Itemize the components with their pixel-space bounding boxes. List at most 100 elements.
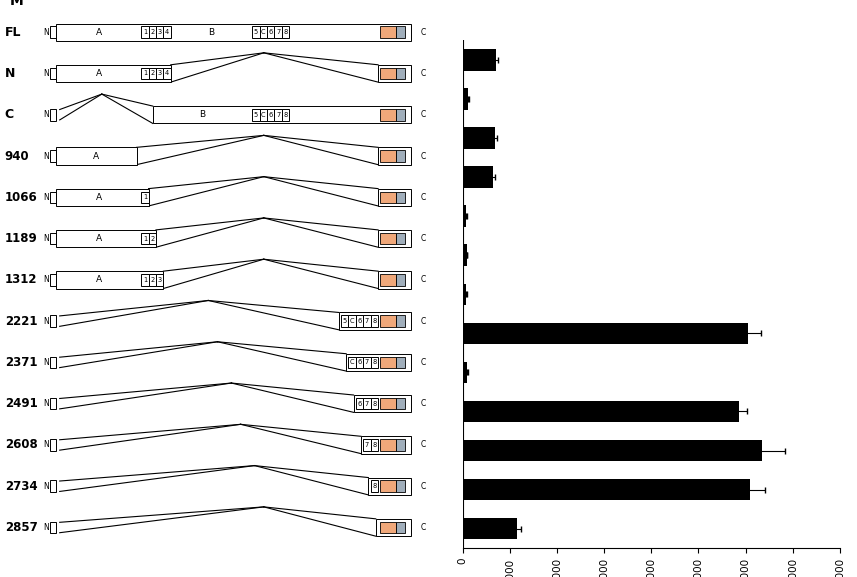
Text: N: N <box>44 523 49 532</box>
Text: N: N <box>44 234 49 243</box>
Text: M: M <box>9 0 23 8</box>
Text: N: N <box>44 440 49 449</box>
Text: 8: 8 <box>372 400 376 407</box>
Text: N: N <box>44 69 49 78</box>
Bar <box>378 271 411 288</box>
Bar <box>274 109 282 121</box>
Text: 7: 7 <box>276 112 280 118</box>
Bar <box>371 481 378 492</box>
Text: C: C <box>421 523 426 532</box>
Bar <box>371 316 378 327</box>
Bar <box>405 522 411 533</box>
Bar <box>463 400 739 422</box>
Text: N: N <box>44 317 49 325</box>
Bar <box>375 519 411 536</box>
Text: 8: 8 <box>284 112 288 118</box>
Bar <box>56 230 156 247</box>
Bar <box>405 274 411 286</box>
Bar <box>405 316 411 327</box>
Bar <box>56 24 411 41</box>
Text: 6: 6 <box>357 400 362 407</box>
Bar <box>405 68 411 79</box>
Text: 4: 4 <box>165 29 169 35</box>
Bar <box>463 283 466 305</box>
Text: C: C <box>261 29 266 35</box>
Bar <box>50 109 56 121</box>
Bar <box>381 398 396 410</box>
Bar <box>381 439 396 451</box>
Bar <box>371 357 378 368</box>
Text: 7: 7 <box>365 400 369 407</box>
Text: 1: 1 <box>143 194 147 200</box>
Text: C: C <box>261 112 266 118</box>
Text: 5: 5 <box>343 318 347 324</box>
Bar <box>371 398 378 410</box>
Bar <box>156 27 164 38</box>
Text: 2: 2 <box>150 235 154 242</box>
Text: C: C <box>421 193 426 202</box>
Bar <box>396 150 405 162</box>
Bar <box>378 65 411 82</box>
Text: 1: 1 <box>143 235 147 242</box>
Bar <box>405 192 411 203</box>
Text: 8: 8 <box>372 442 376 448</box>
Text: 3: 3 <box>158 70 162 77</box>
Bar <box>252 27 260 38</box>
Text: 2734: 2734 <box>4 479 37 493</box>
Bar <box>141 233 148 244</box>
Bar <box>463 166 493 188</box>
Bar <box>463 205 466 227</box>
Bar <box>463 323 748 344</box>
Text: A: A <box>95 275 102 284</box>
Bar <box>463 479 751 500</box>
Bar <box>363 439 371 451</box>
Text: 4: 4 <box>165 70 169 77</box>
Text: 5: 5 <box>254 29 258 35</box>
Bar <box>396 68 405 79</box>
Bar <box>405 150 411 162</box>
Bar <box>141 274 148 286</box>
Bar <box>363 398 371 410</box>
Text: C: C <box>421 234 426 243</box>
Bar <box>381 109 396 121</box>
Text: 2: 2 <box>150 70 154 77</box>
Bar <box>405 357 411 368</box>
Text: N: N <box>44 399 49 408</box>
Bar <box>164 68 171 79</box>
Bar <box>381 192 396 203</box>
Text: 1: 1 <box>143 277 147 283</box>
Bar <box>381 481 396 492</box>
Text: 1: 1 <box>143 70 147 77</box>
Text: C: C <box>421 358 426 367</box>
Text: 2221: 2221 <box>4 314 37 328</box>
Bar <box>156 274 164 286</box>
Bar <box>381 357 396 368</box>
Text: A: A <box>95 28 102 37</box>
Bar <box>354 395 411 413</box>
Text: N: N <box>4 67 15 80</box>
Bar <box>50 481 56 492</box>
Bar <box>148 27 156 38</box>
Bar <box>260 27 267 38</box>
Bar <box>346 354 411 371</box>
Bar <box>405 233 411 244</box>
Bar <box>50 274 56 286</box>
Text: C: C <box>421 317 426 325</box>
Bar <box>463 88 469 110</box>
Bar <box>378 147 411 164</box>
Text: B: B <box>200 110 206 119</box>
Text: 940: 940 <box>4 149 29 163</box>
Text: N: N <box>44 152 49 160</box>
Bar <box>405 439 411 451</box>
Bar <box>50 27 56 38</box>
Text: 6: 6 <box>268 29 273 35</box>
Text: 2491: 2491 <box>4 397 38 410</box>
Text: 2857: 2857 <box>4 521 38 534</box>
Bar <box>349 316 356 327</box>
Text: 1189: 1189 <box>4 232 38 245</box>
Text: 1312: 1312 <box>4 273 37 286</box>
Bar <box>381 150 396 162</box>
Bar <box>50 316 56 327</box>
Bar <box>396 316 405 327</box>
Bar <box>50 192 56 203</box>
